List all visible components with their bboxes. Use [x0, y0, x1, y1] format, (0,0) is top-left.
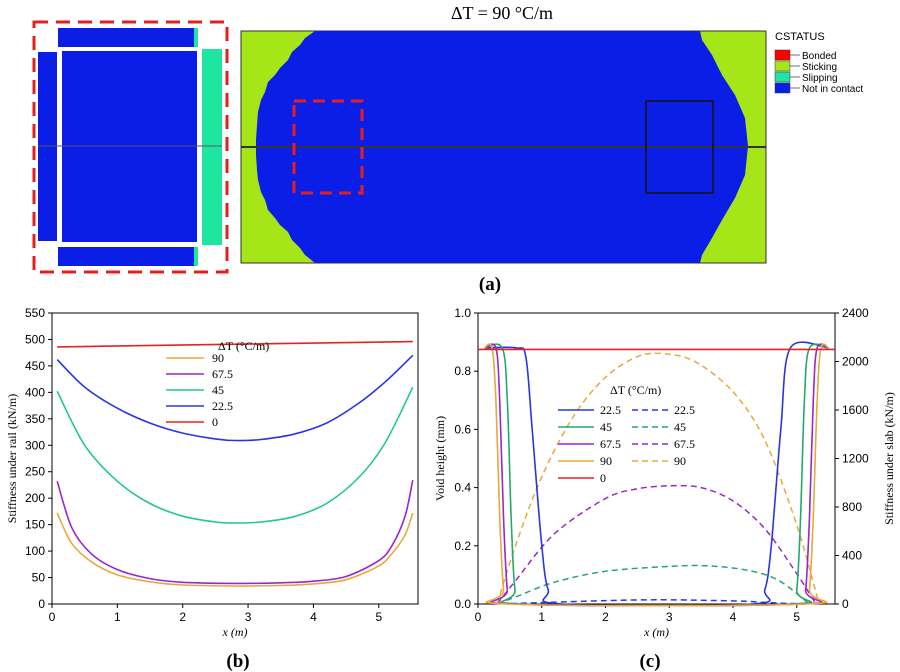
cstatus-legend-title: CSTATUS — [775, 31, 825, 43]
panel-b-y-tick-label: 350 — [25, 412, 45, 426]
panel-c-y2-tick-label: 1600 — [842, 403, 869, 417]
panel-c-label: (c) — [639, 651, 660, 672]
panel-c-y2-tick-label: 1200 — [842, 452, 869, 466]
panel-c-legend-solid-label: 22.5 — [600, 403, 621, 417]
panel-b-legend-label: 45 — [212, 383, 224, 397]
panel-c-x-tick-label: 0 — [475, 610, 482, 624]
panel-c-legend-solid-label: 90 — [600, 454, 612, 468]
panel-b-series-line-22.5 — [56, 354, 414, 442]
cstatus-legend-label: Not in contact — [802, 84, 863, 95]
panel-b-legend-label: 90 — [212, 351, 224, 365]
panel-c-slab-stiffness-line-45 — [496, 564, 810, 605]
side-view-top-block-tip — [194, 28, 198, 47]
panel-b-x-tick-label: 0 — [49, 610, 56, 624]
contact-status-map — [240, 30, 767, 264]
panel-a: ΔT = 90 °C/m CSTATUS BondedStickingSlipp… — [32, 3, 863, 295]
side-view — [32, 20, 229, 274]
panel-c-y-tick-label: 0.4 — [454, 481, 471, 495]
panel-c-legend-dashed-label: 22.5 — [674, 403, 695, 417]
panel-b-x-axis-label: x (m) — [222, 625, 248, 639]
panel-b-y-tick-label: 0 — [38, 597, 45, 611]
panel-b-x-tick-label: 2 — [179, 610, 186, 624]
panel-b-series-line-45 — [56, 386, 414, 524]
panel-c-y-tick-label: 0.6 — [454, 422, 471, 436]
panel-c-void-height-line-90 — [484, 343, 829, 607]
panel-a-title: ΔT = 90 °C/m — [451, 3, 553, 23]
panel-c-y2-axis-label: Stiffness under slab (kN/m) — [882, 392, 896, 525]
panel-c-legend-solid-label: 0 — [600, 471, 606, 485]
panel-a-label: (a) — [479, 274, 501, 295]
panel-b-y-axis-label: Stiffness under rail (kN/m) — [5, 394, 19, 523]
side-view-right-block — [202, 49, 222, 245]
cstatus-swatch-slipping — [774, 71, 791, 83]
panel-b-y-tick-label: 200 — [25, 491, 45, 505]
panel-b-series-line-0 — [57, 340, 413, 348]
panel-c-legend-solid-label: 45 — [600, 420, 612, 434]
panel-b-y-tick-label: 400 — [25, 385, 45, 399]
panel-c-x-axis-label: x (m) — [643, 625, 669, 639]
panel-c-y-tick-label: 0.0 — [454, 597, 471, 611]
cstatus-legend-label: Slipping — [802, 73, 838, 84]
panel-c-y2-tick-label: 800 — [842, 500, 862, 514]
panel-c-y-tick-label: 0.8 — [454, 364, 471, 378]
panel-c-legend-solid-label: 67.5 — [600, 437, 621, 451]
red-dashed-selection — [292, 99, 364, 195]
panel-b-x-tick-label: 4 — [310, 610, 317, 624]
panel-b-plot-frame — [51, 312, 419, 605]
cstatus-swatch-bonded — [774, 49, 791, 61]
panel-b-y-tick-label: 450 — [25, 359, 45, 373]
panel-c-y2-tick-label: 2400 — [842, 306, 869, 320]
panel-b-label: (b) — [226, 651, 249, 672]
panel-b-legend-label: 22.5 — [212, 399, 233, 413]
side-view-bottom-block-tip — [194, 247, 198, 266]
cstatus-swatch-not-in-contact — [774, 82, 791, 94]
panel-b-y-tick-label: 250 — [25, 465, 45, 479]
panel-c-void-height-line-22.5 — [484, 341, 829, 607]
cstatus-swatch-sticking — [774, 60, 791, 72]
panel-c-legend-dashed-label: 67.5 — [674, 437, 695, 451]
panel-c-slab-stiffness-line-67.5 — [496, 484, 817, 605]
panel-b-y-tick-label: 100 — [25, 544, 45, 558]
panel-b-legend-label: 67.5 — [212, 367, 233, 381]
panel-b-y-tick-label: 500 — [25, 332, 45, 346]
panel-b-x-tick-label: 1 — [114, 610, 121, 624]
panel-c-y2-tick-label: 2000 — [842, 355, 869, 369]
panel-c-y-axis-label: Void height (mm) — [433, 416, 447, 501]
cstatus-legend-label: Sticking — [802, 62, 837, 73]
panel-c-y-tick-label: 1.0 — [454, 306, 471, 320]
panel-c-legend-dashed-label: 45 — [674, 420, 686, 434]
side-view-bottom-block — [58, 247, 194, 266]
black-selection — [645, 100, 714, 194]
side-view-dashed-frame — [32, 20, 229, 274]
panel-c-x-tick-label: 4 — [730, 610, 737, 624]
panel-b-legend-title: ΔT (°C/m) — [218, 339, 269, 353]
panel-b-y-tick-label: 150 — [25, 518, 45, 532]
panel-c-y2-tick-label: 0 — [842, 597, 849, 611]
panel-c-y-tick-label: 0.2 — [454, 539, 471, 553]
panel-b-y-tick-label: 300 — [25, 438, 45, 452]
panel-b-x-tick-label: 3 — [245, 610, 252, 624]
panel-c-legend-dashed-label: 90 — [674, 454, 686, 468]
panel-b-y-tick-label: 50 — [32, 571, 46, 585]
panel-b-series-line-90 — [56, 512, 414, 587]
side-view-top-block — [58, 28, 194, 47]
panel-b-series-line-67.5 — [56, 480, 414, 585]
panel-c-y2-tick-label: 400 — [842, 549, 862, 563]
panel-b-y-tick-label: 550 — [25, 306, 45, 320]
panel-c-x-tick-label: 2 — [602, 610, 609, 624]
panel-c-x-tick-label: 5 — [793, 610, 800, 624]
cstatus-legend-label: Bonded — [802, 51, 836, 62]
panel-c-x-tick-label: 1 — [538, 610, 545, 624]
panel-b-x-tick-label: 5 — [375, 610, 382, 624]
panel-c-chart: 0.00.20.40.60.81.00400800120016002000240… — [433, 306, 896, 672]
panel-c-x-tick-label: 3 — [666, 610, 673, 624]
panel-c-legend-title: ΔT (°C/m) — [610, 383, 661, 397]
panel-b-legend-label: 0 — [212, 415, 218, 429]
